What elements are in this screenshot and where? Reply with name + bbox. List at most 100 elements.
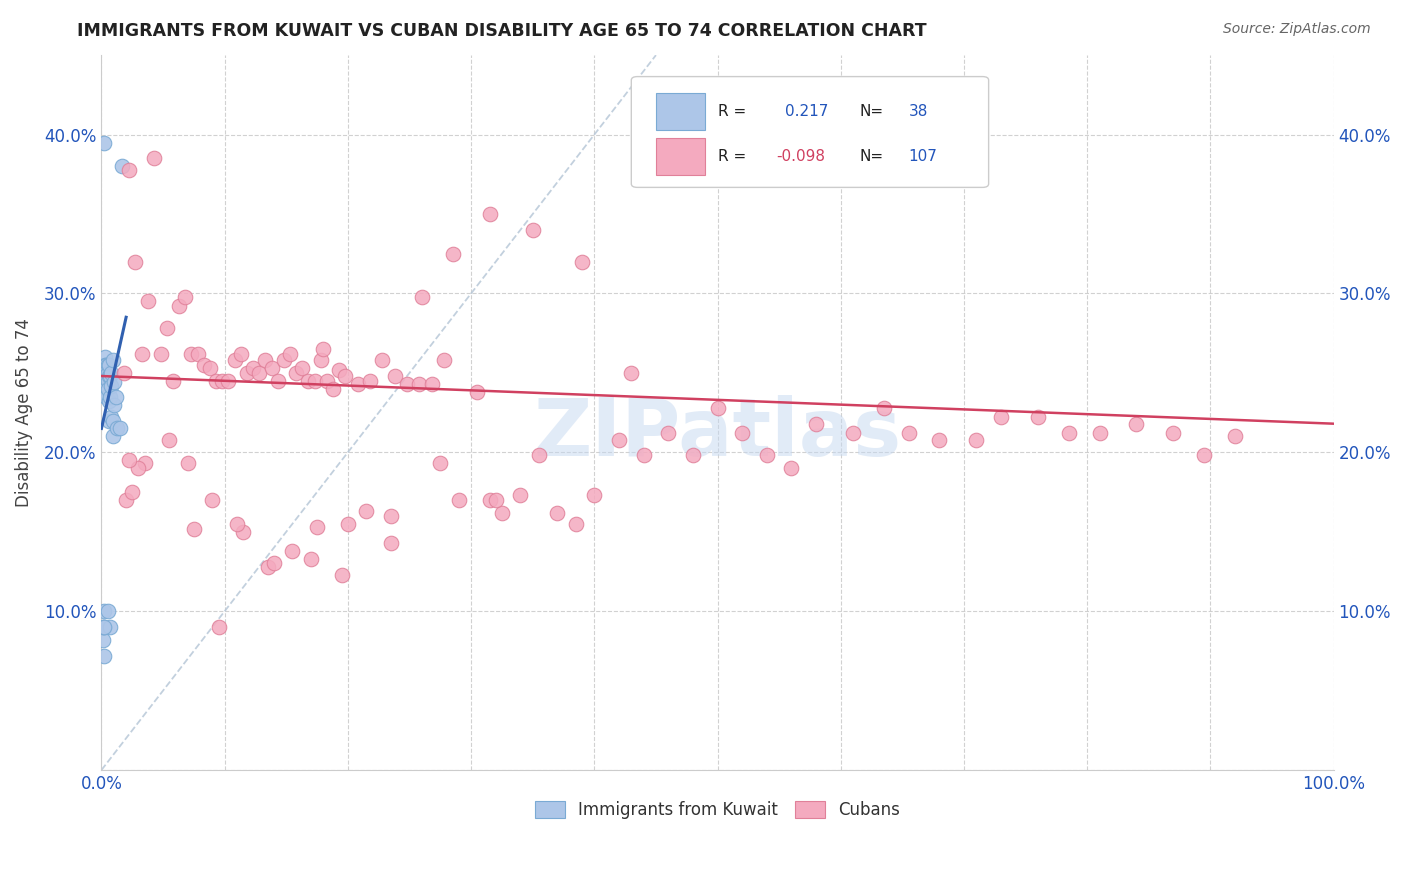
Point <box>465 384 488 399</box>
Point <box>93 136 115 150</box>
Text: Source: ZipAtlas.com: Source: ZipAtlas.com <box>1223 22 1371 37</box>
Point <box>1194 449 1216 463</box>
Point <box>115 492 138 507</box>
Text: IMMIGRANTS FROM KUWAIT VS CUBAN DISABILITY AGE 65 TO 74 CORRELATION CHART: IMMIGRANTS FROM KUWAIT VS CUBAN DISABILI… <box>77 22 927 40</box>
Point <box>330 567 353 582</box>
Point <box>143 152 166 166</box>
Point <box>177 457 200 471</box>
Point <box>97 413 120 427</box>
Point <box>485 492 508 507</box>
Point <box>478 492 501 507</box>
Point <box>359 374 381 388</box>
Point <box>1088 426 1111 441</box>
Point <box>107 421 129 435</box>
Point <box>897 426 920 441</box>
Point <box>91 632 114 647</box>
Point <box>346 376 368 391</box>
Text: 38: 38 <box>908 104 928 120</box>
Point <box>91 620 114 634</box>
Point <box>371 353 394 368</box>
Text: R =: R = <box>717 104 745 120</box>
Point <box>356 504 378 518</box>
Point <box>98 620 121 634</box>
FancyBboxPatch shape <box>631 77 988 187</box>
Point <box>131 347 153 361</box>
Point <box>236 366 259 380</box>
Point <box>193 358 215 372</box>
Point <box>273 353 295 368</box>
Text: N=: N= <box>859 104 883 120</box>
Point <box>136 294 159 309</box>
Point <box>278 347 301 361</box>
Point <box>804 417 827 431</box>
Point <box>384 369 406 384</box>
Point <box>93 620 115 634</box>
Point <box>522 223 544 237</box>
Point <box>297 374 319 388</box>
Point <box>103 376 125 390</box>
Point <box>96 358 118 372</box>
Point <box>873 401 896 415</box>
Point <box>266 374 288 388</box>
Point <box>281 543 304 558</box>
Point <box>201 492 224 507</box>
Point <box>105 390 128 404</box>
Point <box>433 353 456 368</box>
Point <box>100 366 122 380</box>
Point <box>527 449 550 463</box>
Point <box>97 382 120 396</box>
Point <box>97 369 120 384</box>
Point <box>97 394 120 409</box>
Point <box>256 559 278 574</box>
Point <box>441 246 464 260</box>
Point <box>304 374 326 388</box>
Point <box>254 353 277 368</box>
Text: -0.098: -0.098 <box>776 149 825 164</box>
Point <box>928 433 950 447</box>
Point <box>198 361 221 376</box>
Point <box>491 506 513 520</box>
Point <box>1026 410 1049 425</box>
Point <box>207 620 229 634</box>
Point <box>103 398 125 412</box>
Point <box>1125 417 1147 431</box>
Point <box>156 321 179 335</box>
Point <box>731 426 754 441</box>
Point <box>990 410 1012 425</box>
Point <box>336 516 359 531</box>
Point <box>335 369 357 384</box>
Point <box>96 390 118 404</box>
Point <box>242 361 264 376</box>
Point <box>965 433 987 447</box>
Point <box>180 347 202 361</box>
Point <box>117 453 139 467</box>
Text: R =: R = <box>717 149 745 164</box>
Point <box>97 604 120 618</box>
Point <box>546 506 568 520</box>
Point <box>607 433 630 447</box>
Point <box>101 353 124 368</box>
Point <box>247 366 270 380</box>
Point <box>94 366 117 380</box>
Y-axis label: Disability Age 65 to 74: Disability Age 65 to 74 <box>15 318 32 507</box>
Text: ZIPatlas: ZIPatlas <box>533 395 901 473</box>
Point <box>97 358 120 372</box>
FancyBboxPatch shape <box>657 93 706 130</box>
Point <box>112 366 135 380</box>
Point <box>285 366 308 380</box>
Point <box>217 374 239 388</box>
Point <box>420 376 443 391</box>
Point <box>380 536 402 550</box>
Point <box>429 457 451 471</box>
Point <box>93 620 115 634</box>
Point <box>478 207 501 221</box>
Point <box>149 347 172 361</box>
Point <box>380 508 402 523</box>
Point <box>309 353 332 368</box>
Point <box>111 159 134 173</box>
Point <box>322 382 344 396</box>
Point <box>98 369 121 384</box>
Point <box>94 350 117 364</box>
Point <box>408 376 430 391</box>
Point <box>98 390 121 404</box>
